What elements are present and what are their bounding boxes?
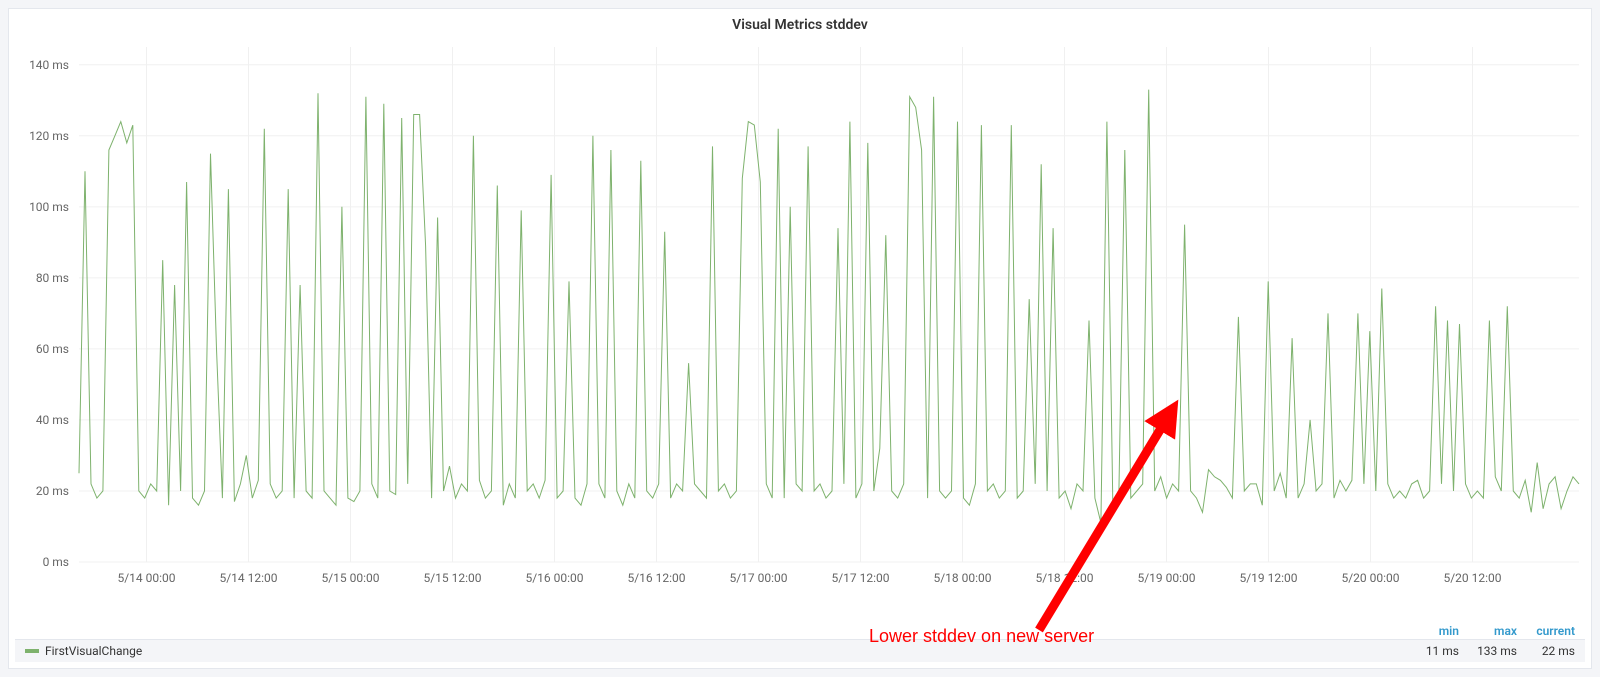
chart-area[interactable]: 5/14 00:00 5/14 12:00 5/15 00:00 5/15 12:00… xyxy=(9,37,1591,605)
legend-swatch xyxy=(25,649,39,653)
legend-stats: 11 ms 133 ms 22 ms xyxy=(1419,644,1575,658)
legend-header-min: min xyxy=(1419,624,1459,638)
legend-series-name[interactable]: FirstVisualChange xyxy=(45,644,142,658)
svg-text:5/14 12:00: 5/14 12:00 xyxy=(219,571,277,585)
svg-text:5/17 00:00: 5/17 00:00 xyxy=(729,571,787,585)
svg-text:5/15 12:00: 5/15 12:00 xyxy=(423,571,481,585)
svg-text:5/16 00:00: 5/16 00:00 xyxy=(525,571,583,585)
svg-text:40 ms: 40 ms xyxy=(36,413,69,427)
legend-bar[interactable]: FirstVisualChange 11 ms 133 ms 22 ms xyxy=(15,639,1585,662)
legend-header-max: max xyxy=(1477,624,1517,638)
svg-text:20 ms: 20 ms xyxy=(36,484,69,498)
svg-text:5/20 00:00: 5/20 00:00 xyxy=(1341,571,1399,585)
timeseries-chart[interactable]: 5/14 00:00 5/14 12:00 5/15 00:00 5/15 12:00… xyxy=(9,37,1593,605)
legend-min-value: 11 ms xyxy=(1419,644,1459,658)
svg-text:100 ms: 100 ms xyxy=(29,200,69,214)
panel-title: Visual Metrics stddev xyxy=(9,9,1591,37)
svg-text:5/18 00:00: 5/18 00:00 xyxy=(933,571,991,585)
legend-header-current: current xyxy=(1535,624,1575,638)
legend-stats-header: min max current xyxy=(1419,624,1575,638)
legend-max-value: 133 ms xyxy=(1477,644,1517,658)
svg-text:60 ms: 60 ms xyxy=(36,342,69,356)
svg-text:140 ms: 140 ms xyxy=(29,58,69,72)
svg-text:120 ms: 120 ms xyxy=(29,129,69,143)
chart-panel: Visual Metrics stddev 5/14 00:00 5/14 12:… xyxy=(8,8,1592,669)
legend-current-value: 22 ms xyxy=(1535,644,1575,658)
svg-text:5/16 12:00: 5/16 12:00 xyxy=(627,571,685,585)
svg-text:80 ms: 80 ms xyxy=(36,271,69,285)
svg-text:5/15 00:00: 5/15 00:00 xyxy=(321,571,379,585)
annotation-text: Lower stddev on new server xyxy=(869,626,1094,647)
svg-text:5/19 12:00: 5/19 12:00 xyxy=(1239,571,1297,585)
svg-text:5/14 00:00: 5/14 00:00 xyxy=(117,571,175,585)
svg-text:5/19 00:00: 5/19 00:00 xyxy=(1137,571,1195,585)
svg-text:5/17 12:00: 5/17 12:00 xyxy=(831,571,889,585)
svg-text:0 ms: 0 ms xyxy=(43,555,69,569)
svg-text:5/20 12:00: 5/20 12:00 xyxy=(1443,571,1501,585)
svg-text:5/18 12:00: 5/18 12:00 xyxy=(1035,571,1093,585)
